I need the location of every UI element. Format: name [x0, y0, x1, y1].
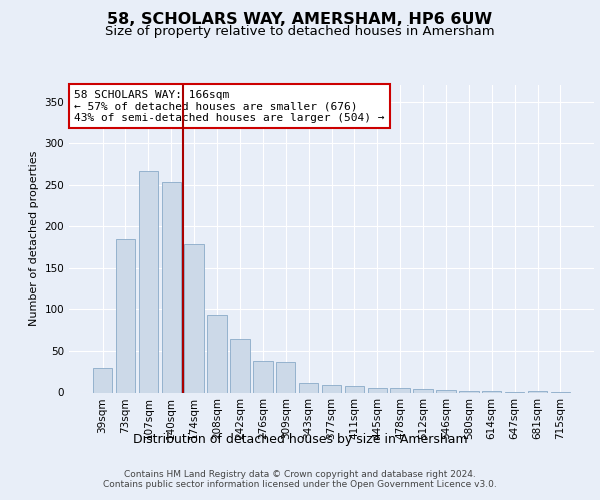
- Bar: [482, 391, 502, 392]
- Text: Contains HM Land Registry data © Crown copyright and database right 2024.: Contains HM Land Registry data © Crown c…: [124, 470, 476, 479]
- Text: 58, SCHOLARS WAY, AMERSHAM, HP6 6UW: 58, SCHOLARS WAY, AMERSHAM, HP6 6UW: [107, 12, 493, 28]
- Bar: [184, 244, 204, 392]
- Bar: [368, 388, 387, 392]
- Bar: [459, 391, 479, 392]
- Bar: [161, 182, 181, 392]
- Text: 58 SCHOLARS WAY: 166sqm
← 57% of detached houses are smaller (676)
43% of semi-d: 58 SCHOLARS WAY: 166sqm ← 57% of detache…: [74, 90, 385, 123]
- Bar: [528, 391, 547, 392]
- Bar: [93, 368, 112, 392]
- Text: Contains public sector information licensed under the Open Government Licence v3: Contains public sector information licen…: [103, 480, 497, 489]
- Bar: [413, 389, 433, 392]
- Text: Size of property relative to detached houses in Amersham: Size of property relative to detached ho…: [105, 25, 495, 38]
- Bar: [299, 384, 319, 392]
- Bar: [276, 362, 295, 392]
- Bar: [344, 386, 364, 392]
- Bar: [230, 340, 250, 392]
- Bar: [322, 385, 341, 392]
- Bar: [391, 388, 410, 392]
- Bar: [253, 361, 272, 392]
- Text: Distribution of detached houses by size in Amersham: Distribution of detached houses by size …: [133, 432, 467, 446]
- Y-axis label: Number of detached properties: Number of detached properties: [29, 151, 39, 326]
- Bar: [116, 239, 135, 392]
- Bar: [436, 390, 455, 392]
- Bar: [208, 315, 227, 392]
- Bar: [139, 170, 158, 392]
